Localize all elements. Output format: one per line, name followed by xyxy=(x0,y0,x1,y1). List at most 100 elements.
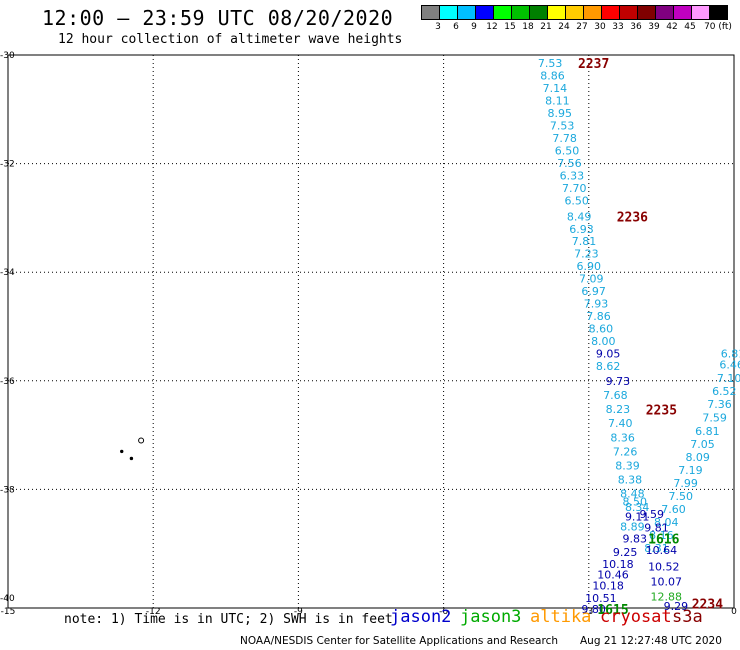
wave-height-value: 7.68 xyxy=(603,389,628,402)
wave-height-value: 8.31 xyxy=(644,542,669,555)
y-tick-label: -40 xyxy=(0,594,15,604)
wave-height-value: 12.88 xyxy=(650,590,682,603)
y-tick-label: -36 xyxy=(0,377,15,387)
wave-height-value: 9.25 xyxy=(613,546,638,559)
scale-label: 12 xyxy=(486,22,498,32)
legend-jason3: jason3 xyxy=(460,607,522,627)
wave-height-value: 8.09 xyxy=(685,451,710,464)
wave-height-value: 9.73 xyxy=(606,375,631,388)
chart-title: 12:00 – 23:59 UTC 08/20/2020 xyxy=(42,6,394,30)
pass-time-label: 1615 xyxy=(597,603,628,618)
wave-height-value: 7.59 xyxy=(702,412,727,425)
scale-label: 21 xyxy=(540,22,552,32)
wave-height-value: 6.33 xyxy=(560,170,585,183)
scale-label: 42 xyxy=(666,22,678,32)
wave-height-value: 6.46 xyxy=(719,359,740,372)
wave-height-value: 7.09 xyxy=(579,273,604,286)
wave-height-value: 6.90 xyxy=(577,260,602,273)
chart-subtitle: 12 hour collection of altimeter wave hei… xyxy=(58,32,403,47)
scale-label: 15 xyxy=(504,22,516,32)
wave-height-value: 8.16 xyxy=(649,529,674,542)
scale-label: 45 xyxy=(684,22,696,32)
scale-label: 6 xyxy=(453,22,459,32)
wave-height-value: 8.95 xyxy=(548,107,573,120)
y-tick-label: -30 xyxy=(0,51,15,61)
wave-height-value: 7.10 xyxy=(717,372,740,385)
wave-height-value: 7.53 xyxy=(550,120,575,133)
x-tick-label: -9 xyxy=(294,607,303,617)
x-tick-label: 0 xyxy=(731,607,737,617)
wave-height-value: 8.48 xyxy=(620,488,645,501)
wave-height-value: 7.36 xyxy=(707,398,732,411)
scale-label: 33 xyxy=(612,22,624,32)
wave-height-value: 7.93 xyxy=(584,298,609,311)
x-tick-label: -15 xyxy=(1,607,16,617)
wave-height-value: 10.64 xyxy=(646,544,678,557)
wave-height-value: 8.49 xyxy=(567,210,592,223)
legend-s3a: s3a xyxy=(672,607,703,627)
wave-height-value: 6.81 xyxy=(721,348,740,361)
x-tick-label: -3 xyxy=(584,607,593,617)
wave-height-value: 8.11 xyxy=(545,95,570,108)
wave-height-value: 8.86 xyxy=(540,70,565,83)
wave-height-value: 6.52 xyxy=(712,385,737,398)
wave-height-value: 10.52 xyxy=(648,561,680,574)
wave-height-value: 10.18 xyxy=(602,558,634,571)
island-mark xyxy=(120,449,124,454)
wave-height-value: 9.81 xyxy=(644,521,669,534)
wave-height-value: 9.59 xyxy=(639,508,664,521)
legend-altika: altika xyxy=(530,607,592,627)
wave-height-value: 9.05 xyxy=(596,348,621,361)
island-mark xyxy=(138,437,145,444)
wave-height-value: 7.26 xyxy=(613,445,638,458)
units-note: note: 1) Time is in UTC; 2) SWH is in fe… xyxy=(64,612,393,627)
wave-height-value: 8.34 xyxy=(625,501,650,514)
wave-height-value: 7.56 xyxy=(557,157,582,170)
wave-height-value: 7.40 xyxy=(608,417,633,430)
wave-height-value: 10.18 xyxy=(592,580,624,593)
wave-height-value: 9.29 xyxy=(664,600,689,613)
wave-height-value: 7.99 xyxy=(673,477,698,490)
scale-label: 36 xyxy=(630,22,642,32)
wave-height-value: 8.50 xyxy=(623,495,648,508)
x-tick-label: -6 xyxy=(439,607,448,617)
wave-height-value: 6.81 xyxy=(695,425,720,438)
wave-height-value: 7.70 xyxy=(562,182,587,195)
wave-height-value: 7.50 xyxy=(669,490,694,503)
scale-label: 24 xyxy=(558,22,570,32)
pass-time-label: 2235 xyxy=(646,404,677,419)
wave-height-value: 8.23 xyxy=(606,403,631,416)
y-tick-label: -38 xyxy=(0,485,15,495)
wave-height-value: 7.19 xyxy=(678,464,703,477)
wave-height-value: 8.89 xyxy=(620,520,645,533)
wave-height-value: 6.97 xyxy=(581,285,606,298)
pass-time-label: 2234 xyxy=(692,597,723,612)
wave-height-value: 9.80 xyxy=(581,603,606,616)
plot-frame xyxy=(7,54,735,609)
wave-height-value: 6.93 xyxy=(569,223,594,236)
wave-height-value: 8.60 xyxy=(589,323,614,336)
wave-height-value: 7.14 xyxy=(543,82,568,95)
pass-time-label: 2236 xyxy=(617,210,648,225)
wave-height-value: 7.86 xyxy=(586,310,611,323)
scale-label: 3 xyxy=(435,22,441,32)
footer-credit: NOAA/NESDIS Center for Satellite Applica… xyxy=(240,635,558,647)
wave-height-value: 7.78 xyxy=(552,132,577,145)
scale-label: 30 xyxy=(594,22,606,32)
wave-height-value: 9.83 xyxy=(623,532,648,545)
wave-height-value: 10.07 xyxy=(650,576,682,589)
pass-time-label: 1616 xyxy=(648,532,679,547)
scale-label: 9 xyxy=(471,22,477,32)
scale-label: 39 xyxy=(648,22,660,32)
wave-height-value: 6.50 xyxy=(564,195,589,208)
scale-label: 18 xyxy=(522,22,534,32)
wave-height-value: 8.39 xyxy=(615,460,640,473)
wave-height-value: 7.23 xyxy=(574,248,599,261)
y-tick-label: -32 xyxy=(0,160,15,170)
legend-jason2: jason2 xyxy=(390,607,452,627)
wave-height-value: 8.36 xyxy=(610,431,635,444)
scale-swatch xyxy=(709,5,728,20)
wave-height-value: 6.50 xyxy=(555,145,580,158)
wave-height-value: 7.53 xyxy=(538,57,563,70)
